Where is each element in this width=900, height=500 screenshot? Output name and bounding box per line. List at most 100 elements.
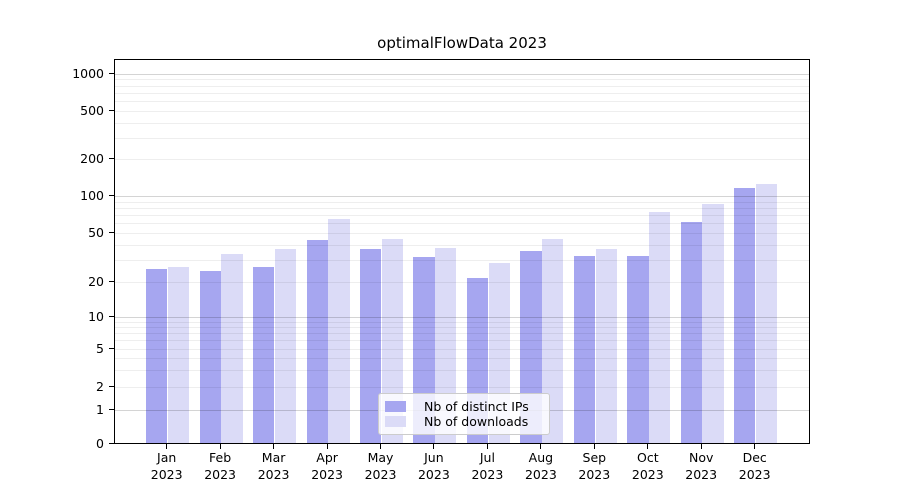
y-axis-tick-label: 0	[96, 436, 104, 451]
y-axis-tick-label: 500	[80, 102, 104, 118]
y-axis-tick	[108, 72, 114, 74]
bar-distinct-ips-dec	[734, 188, 756, 443]
gridline-major	[115, 195, 809, 197]
legend-swatch-distinct-ips	[385, 401, 406, 412]
y-axis-tick-label: 100	[80, 187, 104, 203]
bar-distinct-ips-jan	[146, 268, 168, 443]
legend-swatch-downloads	[385, 416, 406, 427]
y-axis-tick-label: 5	[96, 340, 104, 356]
gridline-minor	[115, 348, 809, 350]
gridline-minor	[115, 340, 809, 342]
gridline-minor	[115, 333, 809, 335]
bar-distinct-ips-oct	[627, 255, 649, 443]
gridline-minor	[115, 327, 809, 329]
bar-distinct-ips-feb	[199, 270, 221, 443]
gridline-minor	[115, 201, 809, 203]
legend-entry-downloads: Nb of downloads	[385, 414, 541, 429]
gridline-minor	[115, 122, 809, 124]
bar-distinct-ips-may	[360, 249, 382, 443]
bar-distinct-ips-apr	[306, 240, 328, 443]
gridline-minor	[115, 244, 809, 246]
chart-title: optimalFlowData 2023	[377, 34, 547, 52]
x-axis-tick	[754, 443, 756, 449]
y-axis-tick-label: 1000	[72, 65, 104, 81]
x-axis-tick-label-oct: Oct 2023	[631, 450, 664, 482]
y-axis-tick	[108, 232, 114, 233]
x-axis-tick	[647, 443, 649, 449]
gridline-minor	[115, 233, 809, 234]
y-axis-tick	[108, 280, 114, 282]
x-axis-tick-label-jun: Jun 2023	[417, 450, 450, 482]
legend-entry-distinct-ips: Nb of distinct IPs	[385, 399, 541, 414]
y-axis-tick-label: 2	[96, 378, 104, 394]
gridline-minor	[115, 137, 809, 139]
x-axis-tick	[540, 443, 542, 449]
gridline-minor	[115, 92, 809, 94]
x-axis-tick-label-feb: Feb 2023	[204, 450, 236, 482]
bar-downloads-apr	[328, 218, 350, 443]
x-axis-tick	[219, 443, 221, 449]
x-axis-tick-label-sep: Sep 2023	[578, 450, 611, 482]
x-axis-tick	[486, 443, 488, 449]
x-axis-tick-label-dec: Dec 2023	[738, 450, 771, 482]
x-axis-tick	[166, 443, 168, 449]
gridline-minor	[115, 281, 809, 283]
x-axis-tick-label-jul: Jul 2023	[471, 450, 504, 482]
x-axis-tick-label-apr: Apr 2023	[311, 450, 343, 482]
bar-distinct-ips-sep	[573, 255, 596, 443]
y-axis-tick	[108, 316, 114, 317]
y-axis-tick	[108, 194, 114, 196]
y-axis-tick-label: 1	[96, 401, 104, 417]
y-axis-tick-label: 10	[88, 309, 104, 324]
gridline-minor	[115, 214, 809, 216]
gridline-minor	[115, 369, 809, 371]
gridline-minor	[115, 223, 809, 225]
bar-downloads-jan	[167, 266, 190, 443]
gridline-minor	[115, 159, 809, 161]
x-axis-tick-label-aug: Aug 2023	[524, 450, 557, 482]
x-axis-tick-label-mar: Mar 2023	[257, 450, 290, 482]
gridline-minor	[115, 207, 809, 209]
gridline-minor	[115, 101, 809, 103]
gridline-minor	[115, 79, 809, 81]
bar-downloads-sep	[595, 249, 617, 443]
y-axis-tick	[108, 385, 114, 387]
gridline-minor	[115, 386, 809, 388]
gridline-minor	[115, 357, 809, 359]
legend-label-downloads: Nb of downloads	[424, 414, 529, 429]
gridline-major	[115, 317, 809, 318]
bar-distinct-ips-mar	[253, 266, 275, 443]
bar-downloads-dec	[755, 183, 778, 443]
bar-downloads-aug	[542, 238, 564, 443]
x-axis-tick-label-may: May 2023	[364, 450, 397, 482]
bar-downloads-oct	[648, 211, 671, 443]
y-axis-tick-label: 200	[80, 151, 104, 167]
bar-downloads-mar	[274, 249, 297, 443]
y-axis-tick	[108, 408, 114, 410]
bar-distinct-ips-nov	[680, 222, 702, 443]
x-axis-tick	[593, 443, 595, 449]
x-axis-tick	[380, 443, 381, 449]
gridline-major	[115, 73, 809, 75]
gridline-minor	[115, 321, 809, 323]
gridline-minor	[115, 85, 809, 87]
y-axis-tick	[108, 347, 114, 349]
bar-downloads-may	[381, 238, 403, 443]
x-axis-tick	[273, 443, 275, 449]
y-axis-tick-label: 20	[88, 273, 104, 289]
bar-downloads-feb	[221, 254, 243, 443]
y-axis-tick	[108, 443, 114, 444]
y-axis-tick-label: 50	[88, 225, 104, 240]
x-axis-tick	[700, 443, 702, 449]
bar-downloads-nov	[702, 203, 724, 443]
gridline-minor	[115, 110, 809, 112]
x-axis-tick-label-nov: Nov 2023	[685, 450, 718, 482]
plot-area	[114, 59, 810, 444]
x-axis-tick	[326, 443, 328, 449]
legend: Nb of distinct IPs Nb of downloads	[378, 393, 550, 435]
y-axis-tick	[108, 158, 114, 160]
gridline-minor	[115, 260, 809, 261]
x-axis-tick-label-jan: Jan 2023	[150, 450, 183, 482]
y-axis-tick	[108, 109, 114, 111]
